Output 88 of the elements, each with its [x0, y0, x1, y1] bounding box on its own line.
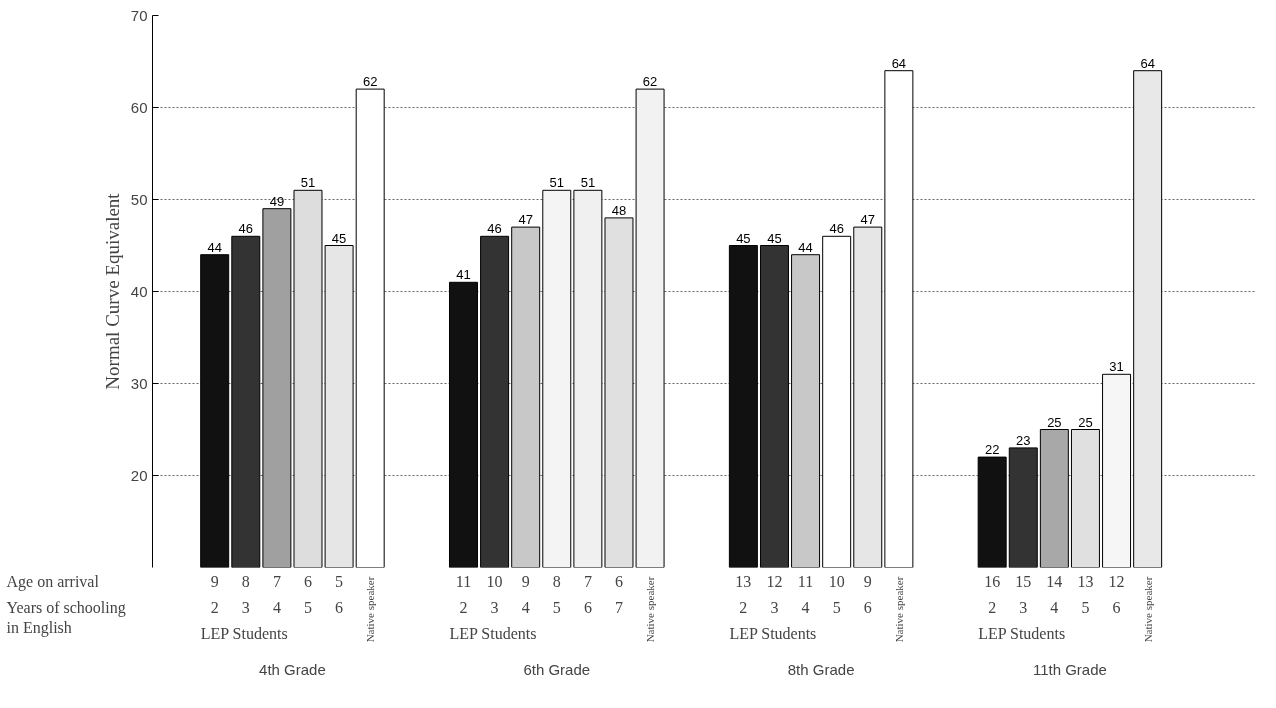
x-tick-label: 12 — [1108, 573, 1125, 590]
text: 5 — [552, 599, 561, 616]
data-label: 51 — [549, 175, 565, 191]
data-label: 48 — [611, 202, 627, 218]
text: Years of schooling in English — [6, 598, 126, 637]
x-tick-label: 13 — [1077, 573, 1094, 590]
x-tick-label: 9 — [210, 573, 219, 590]
data-label: 62 — [362, 74, 378, 90]
x-tick-label: 14 — [1046, 573, 1063, 590]
x-tick-label: 12 — [766, 573, 783, 590]
x-tick-label: 15 — [1015, 573, 1032, 590]
x-tick-label: 6 — [614, 573, 623, 590]
text: Native speaker — [364, 576, 377, 643]
data-label: 47 — [860, 212, 876, 228]
data-label: 23 — [1016, 432, 1031, 448]
text: LEP Students — [449, 625, 537, 642]
text: 6th Grade — [523, 661, 591, 678]
x-tick-label: 8 — [241, 573, 250, 590]
y-axis-title: Normal Curve Equivalent — [101, 192, 123, 390]
text: 5 — [832, 599, 841, 616]
text: 3 — [490, 599, 499, 616]
text: 4 — [272, 599, 281, 616]
x-tick-label: 16 — [984, 573, 1001, 590]
data-label: 25 — [1078, 414, 1093, 430]
x-tick-label: 7 — [583, 573, 592, 590]
x-tick-label: 13 — [735, 573, 752, 590]
data-label: 44 — [207, 239, 222, 255]
data-label: 44 — [798, 239, 813, 255]
text: 6 — [335, 599, 344, 616]
text: Age on arrival — [6, 573, 100, 591]
text: Native speaker — [892, 576, 905, 643]
x-tick-label: 9 — [863, 573, 872, 590]
data-label: 46 — [238, 221, 254, 237]
text: 6 — [583, 599, 592, 616]
text: 3 — [241, 599, 250, 616]
x-tick-label: 11 — [797, 573, 814, 590]
x-tick-label: 8 — [552, 573, 561, 590]
data-label: 25 — [1047, 414, 1062, 430]
text: 3 — [1019, 599, 1028, 616]
y-tick-label: 70 — [130, 6, 148, 24]
text: 8th Grade — [787, 661, 855, 678]
x-tick-label: 10 — [486, 573, 503, 590]
y-tick-label: 50 — [130, 190, 148, 208]
text: 2 — [988, 599, 997, 616]
x-tick-label: 10 — [828, 573, 845, 590]
text: 6 — [1112, 599, 1121, 616]
text: 2 — [739, 599, 748, 616]
data-label: 45 — [767, 230, 782, 246]
text: 6 — [863, 599, 872, 616]
text: Native speaker — [1141, 576, 1154, 643]
text: 5 — [303, 599, 312, 616]
data-label: 45 — [736, 230, 751, 246]
y-tick-label: 60 — [130, 98, 148, 116]
text: 4th Grade — [259, 661, 326, 678]
text: 5 — [1081, 599, 1090, 616]
x-tick-label: 7 — [272, 573, 281, 590]
text: 4 — [1050, 599, 1059, 616]
x-tick-label: 5 — [335, 573, 344, 590]
data-label: 46 — [829, 221, 844, 237]
data-label: 64 — [891, 55, 907, 71]
data-label: 31 — [1109, 359, 1124, 375]
x-tick-label: 9 — [521, 573, 530, 590]
data-label: 51 — [300, 175, 316, 191]
data-label: 45 — [331, 230, 347, 246]
text: Native speaker — [644, 576, 657, 643]
y-tick-label: 30 — [130, 374, 148, 392]
x-tick-label: 11 — [455, 573, 472, 590]
data-label: 49 — [269, 193, 285, 209]
data-label: 51 — [580, 175, 596, 191]
y-tick-label: 20 — [130, 466, 148, 484]
data-label: 41 — [456, 267, 471, 283]
text: 4 — [801, 599, 810, 616]
text: 3 — [770, 599, 779, 616]
text: LEP Students — [200, 625, 288, 642]
text: 2 — [210, 599, 219, 616]
data-label: 22 — [984, 442, 1000, 458]
text: 11th Grade — [1032, 661, 1107, 678]
text: 4 — [521, 599, 530, 616]
text: LEP Students — [729, 625, 817, 642]
text: LEP Students — [978, 625, 1066, 642]
text: 2 — [459, 599, 468, 616]
data-label: 46 — [487, 221, 502, 237]
text: 7 — [614, 599, 623, 616]
x-tick-label: 6 — [303, 573, 312, 590]
data-label: 64 — [1140, 55, 1155, 71]
data-label: 47 — [518, 212, 533, 228]
data-label: 62 — [642, 74, 658, 90]
y-tick-label: 40 — [130, 282, 148, 300]
